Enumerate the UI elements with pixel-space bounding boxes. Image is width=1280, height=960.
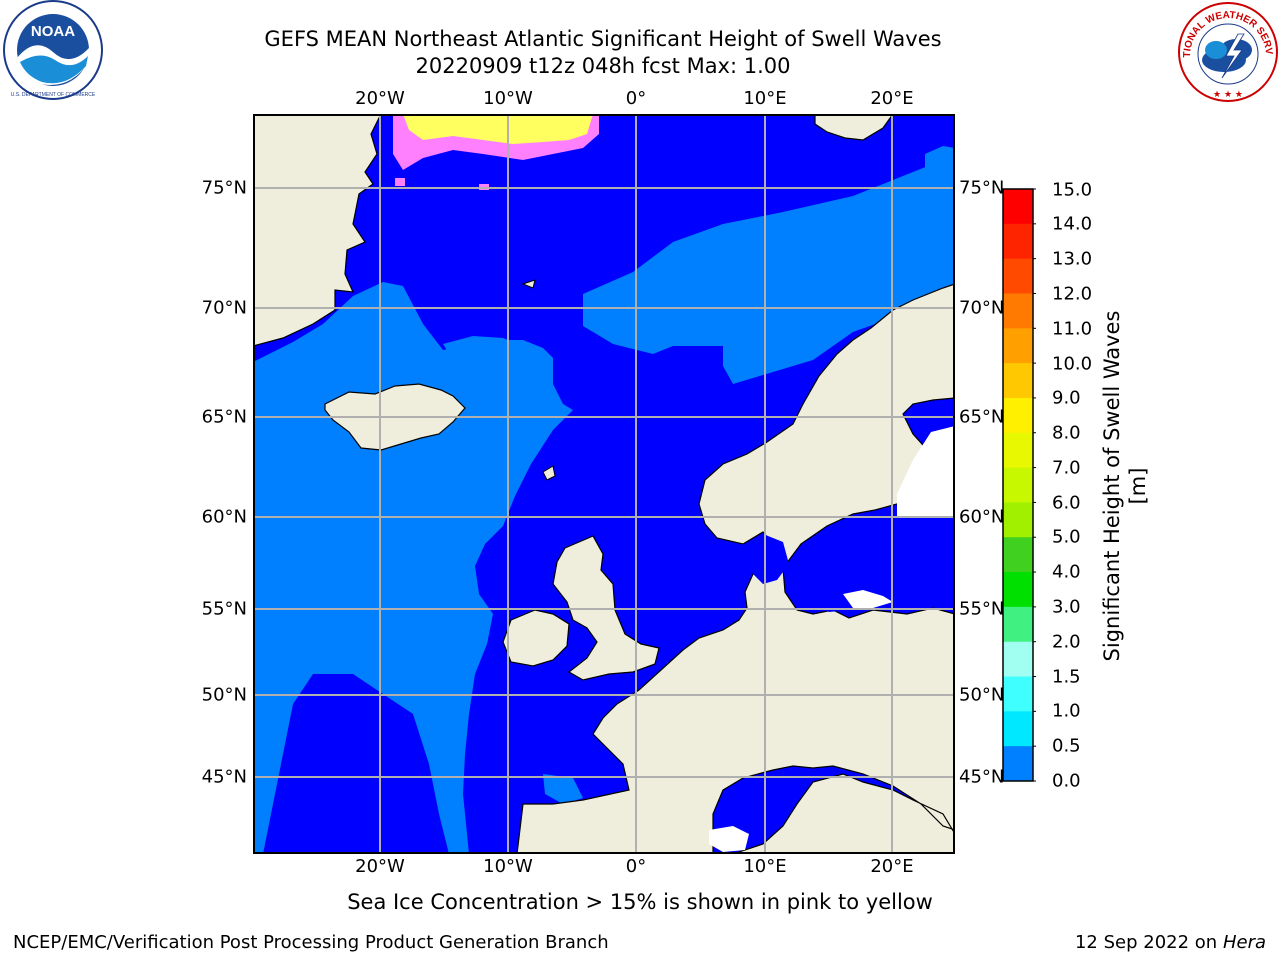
lat-tick-right: 65°N [959, 406, 1005, 428]
swell-0.5-1.0-field [583, 156, 955, 384]
colorbar-segment [1003, 641, 1033, 678]
footer-date-text: 12 Sep 2022 on [1074, 932, 1218, 953]
lon-tick-bottom: 10°W [483, 856, 533, 877]
swell-0.5-1.0-field [253, 282, 573, 854]
lon-tick-top: 0° [625, 88, 647, 109]
nws-logo: NATIONAL WEATHER SERVICE ★ ★ ★ [1176, 0, 1278, 102]
colorbar-tick-label: 6.0 [1052, 492, 1081, 514]
footer-credit: NCEP/EMC/Verification Post Processing Pr… [13, 932, 609, 953]
colorbar-segment [1003, 397, 1033, 434]
lat-tick-left: 70°N [201, 297, 247, 319]
colorbar [1002, 188, 1036, 782]
greenland-land [253, 114, 382, 347]
colorbar-tick-label: 10.0 [1052, 353, 1093, 375]
lat-tick-left: 55°N [201, 598, 247, 620]
lat-tick-right: 50°N [959, 684, 1005, 706]
colorbar-tick-label: 5.0 [1052, 526, 1081, 548]
sea-ice-yellow [403, 114, 593, 144]
colorbar-segment [1003, 432, 1033, 469]
mediterranean-white-patch [709, 826, 749, 852]
colorbar-tick-label: 11.0 [1052, 318, 1093, 340]
svg-text:★ ★ ★: ★ ★ ★ [1213, 90, 1243, 100]
swell-height-map [253, 114, 955, 854]
colorbar-segment [1003, 189, 1033, 225]
lat-tick-right: 70°N [959, 297, 1005, 319]
colorbar-tick-label: 0.0 [1052, 770, 1081, 792]
colorbar-tick-label: 2.0 [1052, 631, 1081, 653]
colorbar-segment [1003, 293, 1033, 329]
colorbar-segment [1003, 711, 1033, 747]
colorbar-tick-label: 13.0 [1052, 248, 1093, 270]
lat-tick-right: 55°N [959, 598, 1005, 620]
kattegat-sea [753, 534, 789, 584]
colorbar-segment [1003, 676, 1033, 712]
lon-tick-bottom: 0° [625, 856, 647, 877]
baltic-white-patch [843, 590, 893, 608]
colorbar-frame [1002, 188, 1034, 782]
lon-tick-top: 10°E [743, 88, 787, 109]
colorbar-tick-label: 15.0 [1052, 179, 1093, 201]
lat-tick-right: 75°N [959, 177, 1005, 199]
colorbar-segment [1003, 606, 1033, 643]
map-title: GEFS MEAN Northeast Atlantic Significant… [264, 27, 942, 51]
lat-tick-right: 45°N [959, 766, 1005, 788]
noaa-logo-text: NOAA [31, 23, 75, 40]
map-subtitle: 20220909 t12z 048h fcst Max: 1.00 [415, 54, 791, 78]
lon-tick-top: 20°E [870, 88, 914, 109]
footer-machine: Hera [1222, 932, 1266, 953]
colorbar-segment [1003, 328, 1033, 364]
colorbar-tick-label: 4.0 [1052, 561, 1081, 583]
colorbar-segment [1003, 363, 1033, 399]
jan-mayen-land [521, 279, 536, 289]
colorbar-title: Significant Height of Swell Waves [m] [1100, 310, 1150, 662]
lat-tick-left: 50°N [201, 684, 247, 706]
lon-tick-top: 20°W [355, 88, 405, 109]
colorbar-tick-label: 3.0 [1052, 596, 1081, 618]
swell-0.5-1.0-field [925, 146, 955, 180]
colorbar-tick-label: 12.0 [1052, 283, 1093, 305]
colorbar-tick-label: 0.5 [1052, 735, 1081, 757]
colorbar-segment [1003, 502, 1033, 538]
colorbar-tick-label: 1.5 [1052, 666, 1081, 688]
swell-0.5-1.0-field [443, 336, 523, 364]
lon-tick-bottom: 20°W [355, 856, 405, 877]
colorbar-tick-label: 14.0 [1052, 213, 1093, 235]
bothnian-sea-ice-free [897, 426, 955, 518]
colorbar-tick-label: 9.0 [1052, 387, 1081, 409]
colorbar-tick-label: 1.0 [1052, 700, 1081, 722]
sea-ice-pink [395, 178, 405, 186]
lat-tick-left: 60°N [201, 506, 247, 528]
map-gridlines [253, 114, 955, 854]
lon-tick-top: 10°W [483, 88, 533, 109]
sea-ice-note: Sea Ice Concentration > 15% is shown in … [347, 890, 933, 914]
baltic-sea [893, 524, 955, 600]
faroe-islands-land [542, 465, 556, 481]
swell-0.5-1.0-field [543, 774, 583, 804]
svg-text:U.S. DEPARTMENT OF COMMERCE: U.S. DEPARTMENT OF COMMERCE [11, 92, 96, 98]
colorbar-segment [1003, 537, 1033, 573]
lon-tick-bottom: 10°E [743, 856, 787, 877]
colorbar-tick-label: 7.0 [1052, 457, 1081, 479]
lon-tick-bottom: 20°E [870, 856, 914, 877]
swell-0.5-1.0-field [253, 544, 363, 608]
colorbar-segment [1003, 746, 1033, 782]
footer-date: 12 Sep 2022 on Hera [1075, 932, 1266, 953]
colorbar-segment [1003, 572, 1033, 608]
baltic-sea [813, 544, 913, 612]
colorbar-segment [1003, 223, 1033, 260]
noaa-logo: NOAA U.S. DEPARTMENT OF COMMERCE [3, 0, 103, 100]
colorbar-segment [1003, 258, 1033, 294]
lat-tick-left: 75°N [201, 177, 247, 199]
lat-tick-right: 60°N [959, 506, 1005, 528]
lat-tick-left: 45°N [201, 766, 247, 788]
colorbar-segment [1003, 467, 1033, 503]
colorbar-tick-label: 8.0 [1052, 422, 1081, 444]
map-frame [253, 114, 955, 854]
lat-tick-left: 65°N [201, 406, 247, 428]
